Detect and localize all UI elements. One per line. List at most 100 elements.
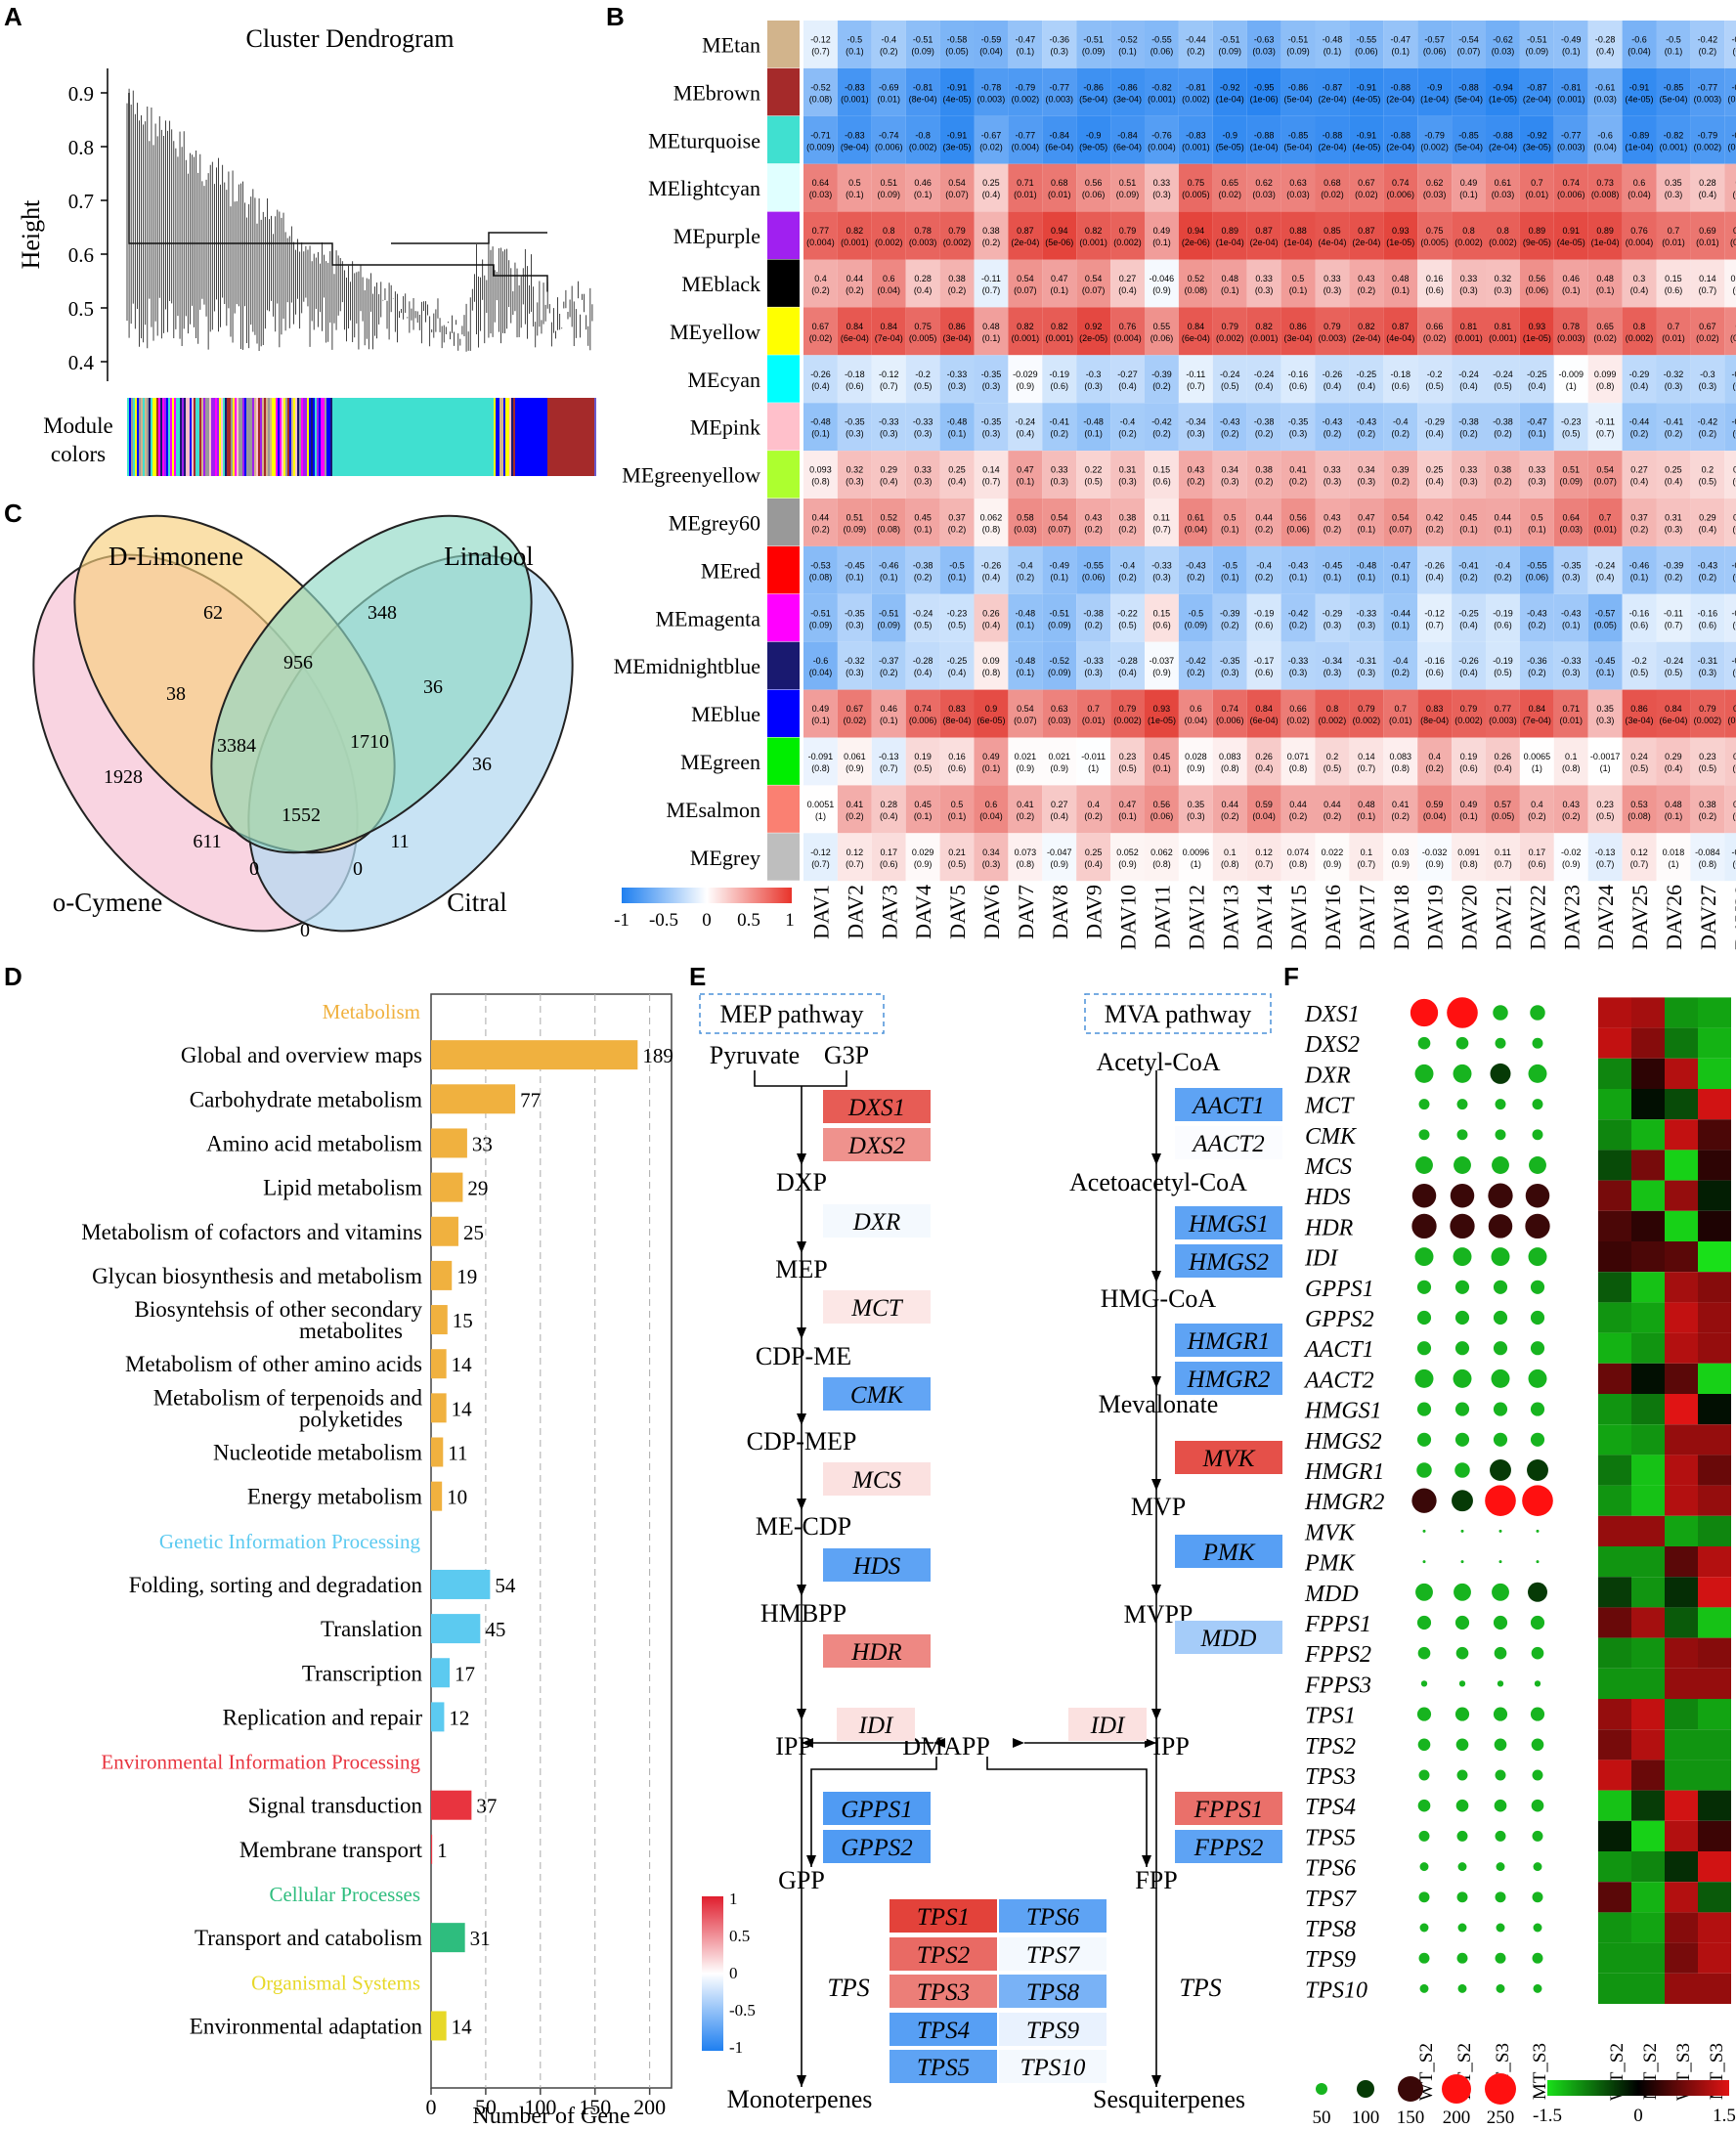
cell-p-value: (0.1) bbox=[1391, 572, 1410, 582]
cell-corr-value: 0.1 bbox=[1361, 847, 1373, 857]
module-stripe bbox=[274, 398, 276, 476]
cell-p-value: (0.004) bbox=[1113, 333, 1142, 343]
cell-p-value: (0.3) bbox=[1459, 285, 1478, 295]
cell-corr-value: 0.76 bbox=[1119, 322, 1137, 331]
cell-p-value: (0.03) bbox=[1593, 94, 1617, 104]
cell-p-value: (0.6) bbox=[880, 859, 898, 869]
heatmap-cell bbox=[1417, 641, 1453, 690]
cell-corr-value: -0.88 bbox=[1323, 130, 1343, 140]
expression-dots bbox=[1410, 997, 1553, 1993]
cell-p-value: (0.04) bbox=[1252, 811, 1276, 821]
heatmap-cell bbox=[1349, 211, 1384, 260]
heatmap-cell bbox=[1665, 1729, 1698, 1760]
heatmap-cell bbox=[1587, 307, 1623, 356]
cell-p-value: (0.2) bbox=[1391, 668, 1410, 677]
module-stripe bbox=[160, 398, 162, 476]
cell-p-value: (0.9) bbox=[1118, 859, 1137, 869]
cell-p-value: (5e-04) bbox=[1454, 94, 1483, 104]
expression-dot bbox=[1530, 1280, 1545, 1294]
cell-corr-value: -0.35 bbox=[1561, 560, 1582, 570]
cell-corr-value: 0.84 bbox=[1188, 322, 1205, 331]
cell-p-value: (0.2) bbox=[880, 46, 898, 56]
heatmap-cell bbox=[1246, 641, 1281, 690]
bar-value-label: 25 bbox=[463, 1221, 484, 1244]
cell-p-value: (0.1) bbox=[948, 572, 967, 582]
cell-corr-value: -0.71 bbox=[810, 130, 831, 140]
cell-p-value: (0.1) bbox=[811, 429, 830, 439]
cell-p-value: (0.5) bbox=[1630, 763, 1649, 773]
cell-p-value: (0.3) bbox=[1324, 620, 1342, 630]
heatmap-cell bbox=[1280, 307, 1316, 356]
cell-p-value: (0.06) bbox=[1150, 46, 1174, 56]
gene-label: IDI bbox=[1090, 1713, 1126, 1739]
cell-p-value: (0.08) bbox=[877, 524, 900, 534]
cell-corr-value: -0.43 bbox=[1561, 608, 1582, 618]
cell-p-value: (0.4) bbox=[811, 381, 830, 391]
expression-dot bbox=[1418, 1099, 1430, 1110]
gene-box bbox=[823, 1548, 931, 1582]
heatmap-cell bbox=[1042, 785, 1077, 834]
cell-p-value: (0.002) bbox=[1420, 142, 1449, 152]
cell-corr-value: -0.12 bbox=[1731, 847, 1736, 857]
gene-label: TPS2 bbox=[1305, 1734, 1356, 1760]
dendrogram-merge-path bbox=[391, 232, 547, 244]
expression-dot bbox=[1531, 1799, 1544, 1812]
heatmap-cell bbox=[1698, 1729, 1731, 1760]
cell-corr-value: 0.46 bbox=[880, 704, 897, 714]
gene-box bbox=[1175, 1792, 1282, 1825]
cell-p-value: (0.4) bbox=[1358, 381, 1376, 391]
cell-corr-value: -0.35 bbox=[981, 417, 1002, 427]
cell-corr-value: -0.31 bbox=[1357, 656, 1377, 666]
cell-p-value: (0.2) bbox=[1084, 620, 1103, 630]
cell-corr-value: -0.18 bbox=[1390, 369, 1410, 379]
cell-p-value: (0.1) bbox=[1358, 524, 1376, 534]
expression-dot bbox=[1417, 1738, 1431, 1752]
cell-corr-value: 0.56 bbox=[1085, 178, 1103, 188]
heatmap-cell bbox=[974, 403, 1009, 452]
heatmap-cell bbox=[1349, 115, 1384, 164]
heatmap-cell bbox=[1008, 259, 1043, 308]
module-stripe bbox=[254, 398, 256, 476]
cell-corr-value: -0.91 bbox=[1629, 82, 1650, 92]
cell-corr-value: 0.89 bbox=[1596, 226, 1614, 236]
cell-p-value: (0.002) bbox=[1182, 94, 1210, 104]
cell-p-value: (0.2) bbox=[1459, 429, 1478, 439]
heatmap-cell bbox=[1008, 307, 1043, 356]
heatmap-cell bbox=[1631, 1637, 1665, 1669]
heatmap-cell bbox=[1698, 997, 1731, 1028]
cell-p-value: (0.02) bbox=[1321, 190, 1344, 199]
heatmap-cell bbox=[1698, 1180, 1731, 1211]
heatmap-cell bbox=[837, 641, 872, 690]
heatmap-cell bbox=[1486, 641, 1520, 690]
heatmap-cell bbox=[1656, 545, 1691, 594]
cell-p-value: (0.06) bbox=[1526, 572, 1549, 582]
heatmap-cell bbox=[871, 259, 906, 308]
arrowhead bbox=[797, 1153, 806, 1165]
cell-p-value: (0.002) bbox=[943, 238, 972, 247]
cell-corr-value: 0.91 bbox=[1562, 226, 1580, 236]
gene-label: FPPS1 bbox=[1304, 1612, 1371, 1637]
cell-p-value: (0.4) bbox=[1630, 477, 1649, 487]
cell-p-value: (1e-04) bbox=[1250, 142, 1279, 152]
module-stripe bbox=[209, 398, 211, 476]
cell-p-value: (0.3) bbox=[1528, 477, 1546, 487]
cell-p-value: (0.08) bbox=[1185, 285, 1208, 295]
expression-dot bbox=[1455, 1036, 1469, 1050]
bar-value-label: 45 bbox=[485, 1618, 505, 1641]
cell-p-value: (0.2) bbox=[1017, 572, 1035, 582]
heatmap-cell bbox=[1519, 593, 1554, 642]
cell-corr-value: -0.19 bbox=[1254, 608, 1275, 618]
cell-corr-value: -0.28 bbox=[913, 656, 933, 666]
cell-p-value: (0.003) bbox=[1727, 142, 1736, 152]
cell-corr-value: 0.4 bbox=[1428, 752, 1441, 761]
module-label: MEpurple bbox=[673, 224, 760, 248]
cell-corr-value: -0.02 bbox=[1561, 847, 1582, 857]
heatmap-cell bbox=[1246, 689, 1281, 738]
panel-b-module-trait-heatmap: -0.12(0.7)-0.5(0.1)-0.4(0.2)-0.51(0.09)-… bbox=[614, 21, 1736, 950]
venn-count: 1710 bbox=[350, 731, 389, 753]
cell-p-value: (0.2) bbox=[1665, 429, 1683, 439]
heatmap-cell bbox=[1246, 355, 1281, 404]
cell-corr-value: 0.67 bbox=[1699, 322, 1716, 331]
expression-dot bbox=[1533, 1862, 1542, 1872]
heatmap-cell bbox=[1383, 21, 1418, 68]
